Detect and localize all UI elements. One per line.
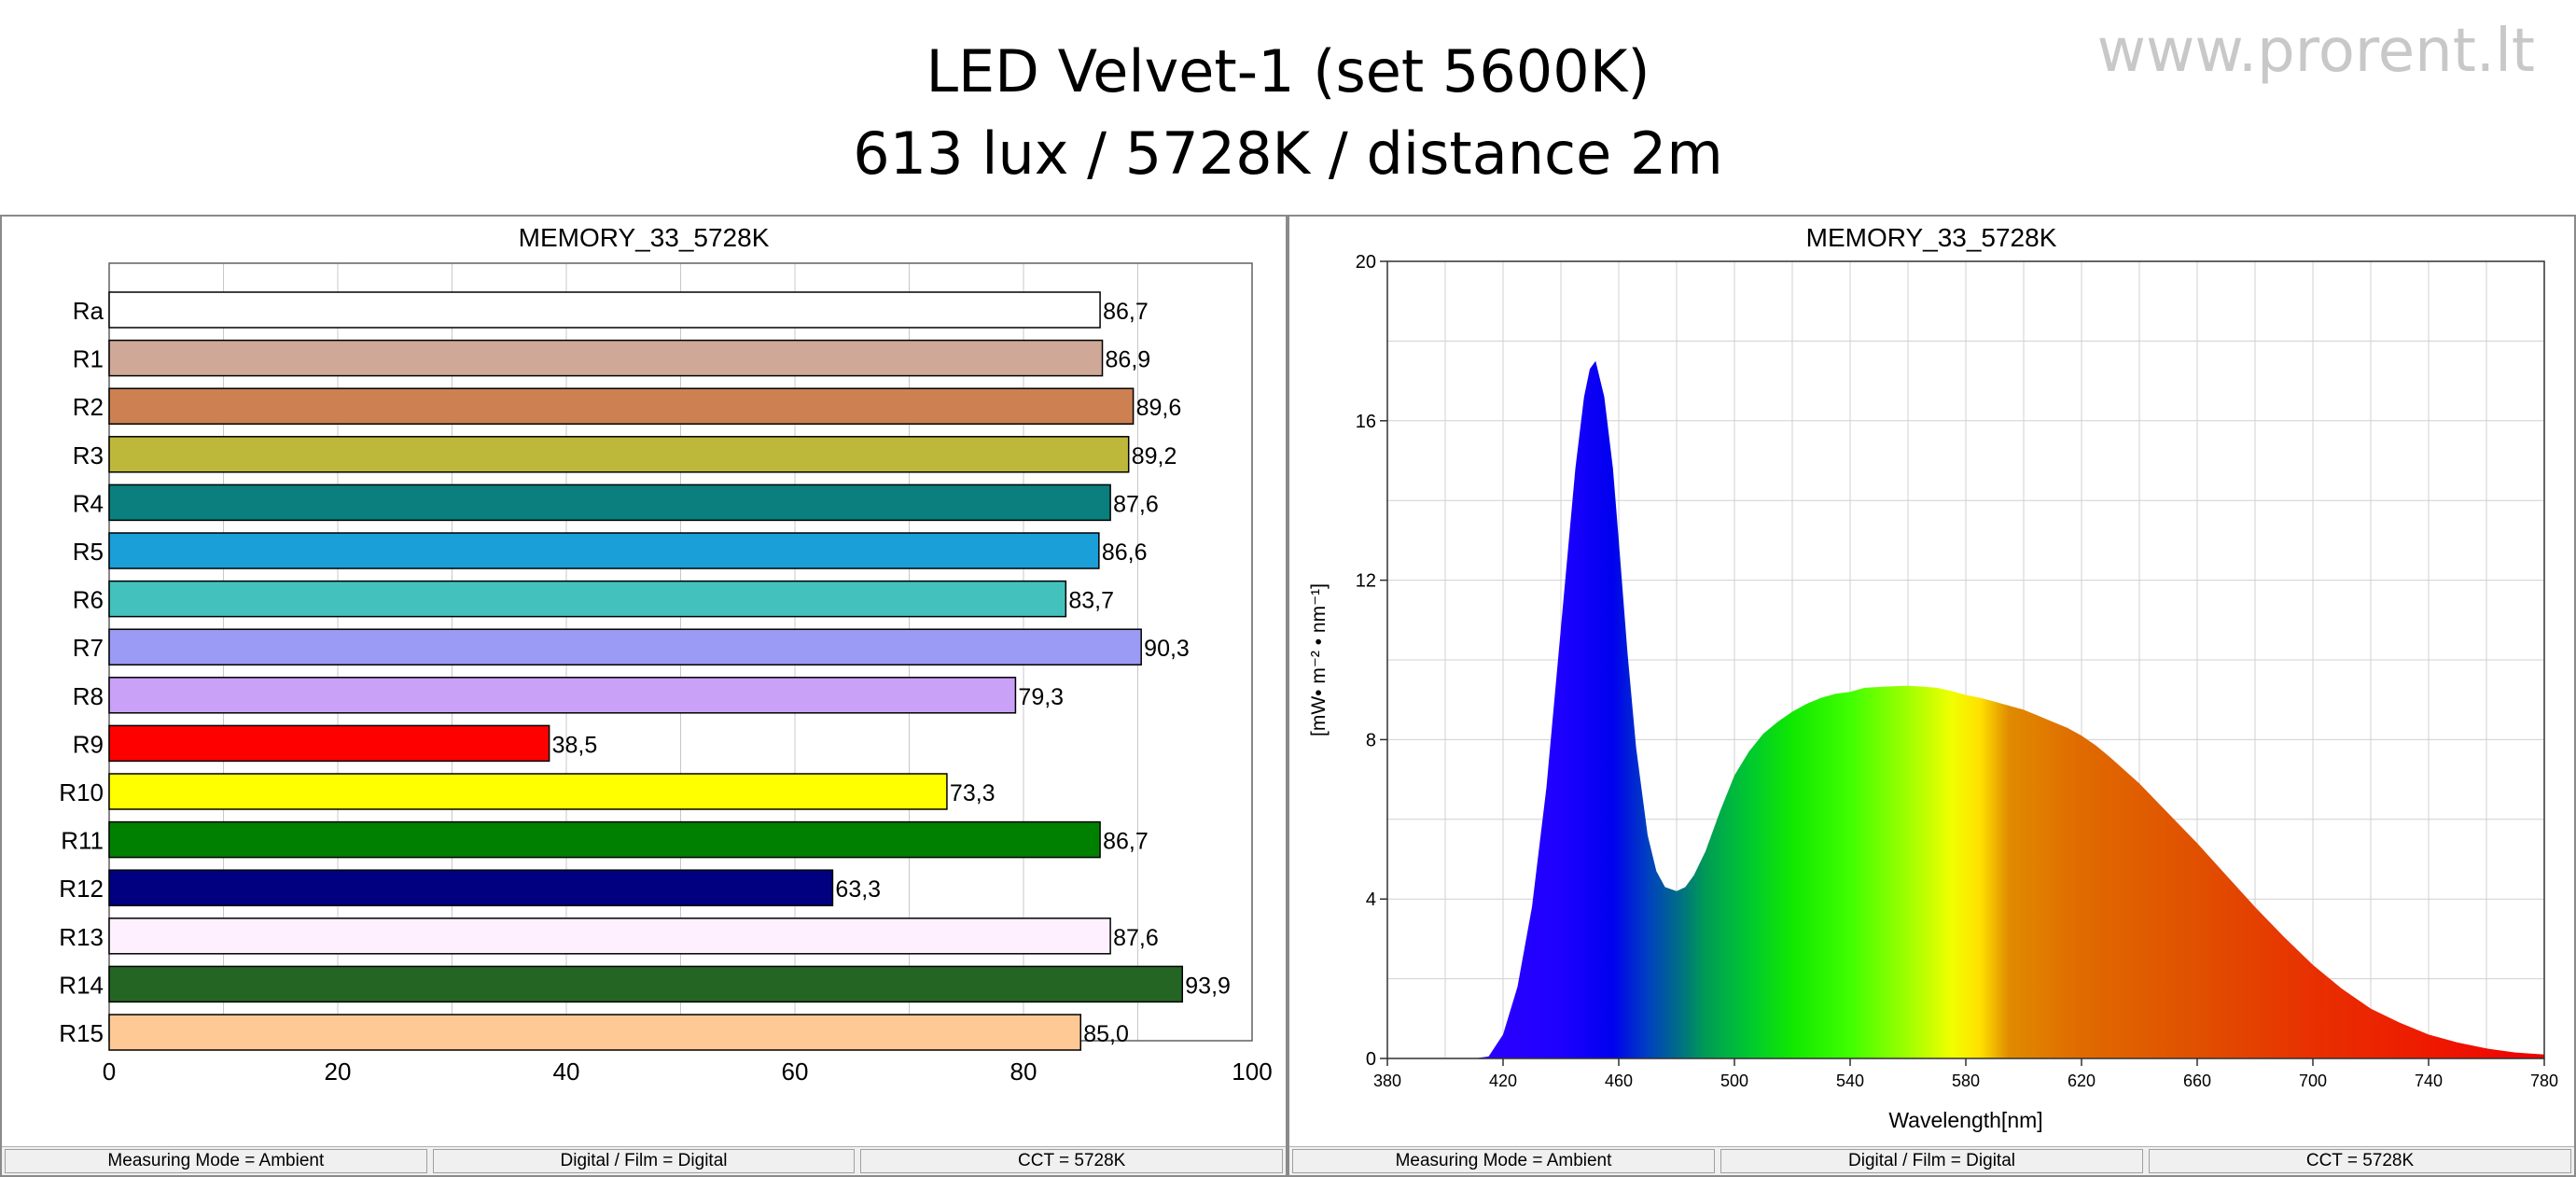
cri-x-tick-label: 0: [103, 1058, 116, 1086]
chart-title-line-2: 613 lux / 5728K / distance 2m: [853, 119, 1723, 188]
cri-category-label: R10: [59, 778, 104, 806]
cri-category-label: R6: [73, 586, 104, 614]
spectrum-x-tick-label: 380: [1373, 1072, 1401, 1090]
cri-value-label: 86,7: [1103, 299, 1149, 325]
cri-value-label: 86,9: [1106, 347, 1151, 373]
spectrum-x-tick-label: 460: [1605, 1072, 1633, 1090]
cri-category-label: R2: [73, 393, 104, 421]
cri-value-label: 89,6: [1136, 395, 1182, 421]
cri-chart-panel: MEMORY_33_5728K 0 20 40 60 80 100 Ra 86,7 R1 86,9 R…: [0, 215, 1288, 1177]
cri-x-tick-label: 100: [1232, 1058, 1272, 1086]
cri-bar-r4: [108, 483, 1111, 522]
chart-title-line-1: LED Velvet-1 (set 5600K): [926, 37, 1650, 105]
spectrum-x-tick-label: 580: [1952, 1072, 1980, 1090]
cri-category-label: R4: [73, 489, 104, 517]
cri-value-label: 85,0: [1083, 1021, 1129, 1047]
spectrum-y-axis-label: [mW• m⁻² • nm⁻¹]: [1308, 583, 1330, 736]
cri-category-label: R12: [59, 875, 104, 903]
cri-category-label: R9: [73, 730, 104, 758]
spectrum-chart-panel: MEMORY_33_5728K 0 4 8 12 16 20 380 420 460 500 540 5…: [1288, 215, 2576, 1177]
cri-value-label: 79,3: [1018, 684, 1064, 710]
cri-value-label: 63,3: [835, 876, 881, 903]
status-digital-film: Digital / Film = Digital: [1720, 1149, 2143, 1173]
cri-category-label: R8: [73, 682, 104, 710]
cri-category-label: R5: [73, 538, 104, 566]
spectrum-x-tick-label: 740: [2415, 1072, 2443, 1090]
cri-category-label: R3: [73, 441, 104, 469]
cri-x-tick-label: 20: [325, 1058, 352, 1086]
spectrum-x-tick-label: 620: [2068, 1072, 2096, 1090]
status-measuring-mode: Measuring Mode = Ambient: [1292, 1149, 1715, 1173]
spectrum-x-tick-label: 700: [2299, 1072, 2327, 1090]
cri-category-label: Ra: [73, 297, 104, 325]
cri-x-tick-label: 80: [1010, 1058, 1037, 1086]
cri-bar-r15: [108, 1014, 1081, 1051]
cri-bar-r2: [108, 387, 1135, 425]
cri-bar-r11: [108, 820, 1101, 859]
cri-chart-title: MEMORY_33_5728K: [519, 223, 770, 252]
spectrum-x-tick-label: 780: [2530, 1072, 2558, 1090]
cri-value-label: 89,2: [1132, 443, 1177, 469]
cri-category-label: R14: [59, 971, 104, 999]
spectrum-y-tick-label: 12: [1356, 571, 1376, 592]
cri-value-label: 73,3: [950, 780, 996, 806]
cri-value-label: 86,7: [1103, 829, 1149, 855]
spectrum-x-tick-label: 420: [1489, 1072, 1517, 1090]
cri-status-bar: Measuring Mode = Ambient Digital / Film …: [2, 1146, 1286, 1175]
status-cct: CCT = 5728K: [860, 1149, 1284, 1173]
cri-bar-r8: [108, 677, 1017, 714]
cri-value-label: 38,5: [552, 732, 598, 758]
spectrum-x-axis-label: Wavelength[nm]: [1888, 1108, 2042, 1132]
cri-bar-r6: [108, 580, 1067, 618]
spectrum-status-bar: Measuring Mode = Ambient Digital / Film …: [1289, 1146, 2574, 1175]
cri-value-label: 90,3: [1144, 636, 1190, 662]
cri-category-label: R7: [73, 634, 104, 662]
cri-bar-r7: [108, 628, 1142, 666]
cri-bar-r10: [108, 773, 948, 810]
spectrum-y-tick-label: 20: [1356, 252, 1376, 273]
spectrum-area: [1387, 360, 2544, 1058]
cri-bar-r3: [108, 436, 1130, 473]
cri-category-label: R15: [59, 1019, 104, 1047]
cri-bar-ra: [108, 291, 1101, 329]
status-digital-film: Digital / Film = Digital: [432, 1149, 856, 1173]
cri-bar-r9: [108, 724, 550, 763]
spectrum-x-tick-label: 660: [2183, 1072, 2211, 1090]
cri-category-label: R13: [59, 923, 104, 951]
spectrum-y-tick-label: 8: [1366, 730, 1376, 750]
cri-x-tick-label: 60: [782, 1058, 809, 1086]
cri-bar-r13: [108, 918, 1111, 955]
watermark: www.prorent.lt: [2096, 17, 2535, 86]
cri-value-label: 83,7: [1068, 588, 1114, 614]
spectrum-y-tick-label: 16: [1356, 412, 1376, 432]
cri-value-label: 93,9: [1185, 973, 1231, 999]
spectrum-chart-title: MEMORY_33_5728K: [1806, 223, 2057, 252]
cri-category-label: R1: [73, 345, 104, 373]
spectrum-area-chart: MEMORY_33_5728K 0 4 8 12 16 20 380 420 460 500 540 5…: [1308, 223, 2558, 1132]
spectrum-x-tick-label: 500: [1720, 1072, 1748, 1090]
status-cct: CCT = 5728K: [2149, 1149, 2571, 1173]
cri-bar-r1: [108, 339, 1104, 377]
status-measuring-mode: Measuring Mode = Ambient: [5, 1149, 427, 1173]
cri-bar-chart: MEMORY_33_5728K 0 20 40 60 80 100 Ra 86,7 R1 86,9 R…: [59, 223, 1272, 1086]
cri-value-label: 86,6: [1102, 539, 1148, 566]
cri-bar-r14: [108, 965, 1184, 1003]
cri-x-tick-label: 40: [553, 1058, 580, 1086]
cri-value-label: 87,6: [1113, 491, 1159, 517]
spectrum-y-tick-label: 4: [1366, 890, 1376, 910]
spectrum-x-tick-label: 540: [1836, 1072, 1864, 1090]
cri-bar-r12: [108, 869, 834, 906]
cri-bar-r5: [108, 532, 1100, 569]
cri-category-label: R11: [61, 827, 104, 855]
spectrum-y-tick-label: 0: [1366, 1049, 1376, 1070]
cri-value-label: 87,6: [1113, 925, 1159, 951]
